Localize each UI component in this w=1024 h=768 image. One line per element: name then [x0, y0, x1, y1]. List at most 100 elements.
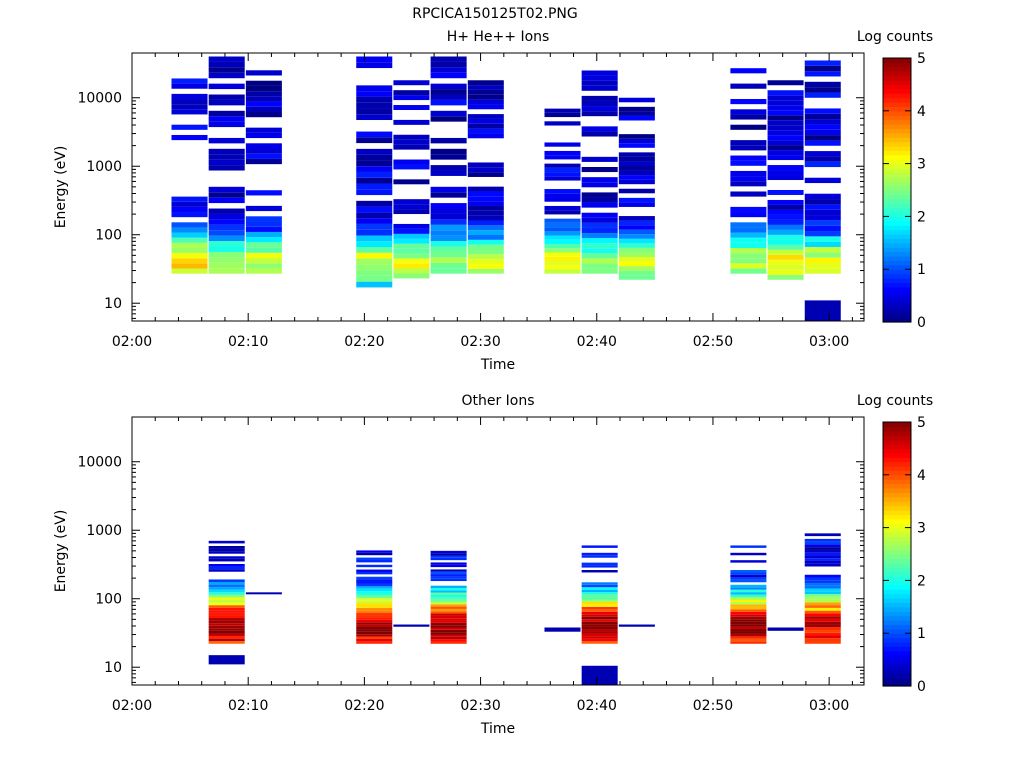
bottom-column-0-bin [208, 633, 245, 637]
top-column-9-bin [618, 115, 655, 121]
top-column-1-bin [208, 224, 245, 231]
bottom-column-5-bin [430, 641, 467, 644]
top-column-1-bin [208, 219, 245, 225]
bottom-column-12-bin [804, 591, 841, 595]
bottom-column-12-bin [804, 594, 841, 597]
top-column-4-bin [393, 119, 430, 125]
bottom-column-3-bin [356, 569, 393, 572]
bottom-column-7-bin [581, 601, 618, 605]
top-column-4-bin [393, 273, 430, 279]
bottom-colorbar-segment [883, 422, 911, 427]
top-column-3-bin [356, 108, 393, 115]
top-column-5-bin [430, 89, 467, 95]
bottom-column-3-bin [356, 552, 393, 556]
top-column-11-bin [767, 229, 804, 235]
bottom-colorbar-segment [883, 664, 911, 669]
bottom-column-10-bin [730, 597, 767, 600]
top-column-0-bin [171, 253, 208, 259]
top-colorbar-segment [883, 251, 911, 257]
bottom-column-3-bin [356, 591, 393, 594]
bottom-column-0-bin [208, 641, 245, 644]
bottom-colorbar-segment [883, 672, 911, 678]
top-column-9-bin [618, 247, 655, 253]
bottom-column-0-bin [208, 597, 245, 601]
top-colorbar-segment [883, 308, 911, 314]
bottom-column-0-bin [208, 605, 245, 608]
bottom-colorbar-segment [883, 466, 911, 471]
bottom-column-3-bin [356, 605, 393, 608]
bottom-colorbar-segment [883, 514, 911, 520]
top-column-10-bin [730, 124, 767, 130]
bottom-colorbar-segment [883, 496, 911, 502]
bottom-column-3-bin [356, 631, 393, 635]
top-column-4-bin [393, 90, 430, 96]
top-column-6-bin [467, 215, 504, 221]
top-column-11-bin [767, 150, 804, 156]
top-column-1-bin [208, 213, 245, 220]
top-colorbar-segment [883, 256, 911, 261]
top-column-11-bin [767, 155, 804, 161]
top-column-10-bin [730, 258, 767, 264]
bottom-column-3-bin [356, 586, 393, 589]
top-column-11-bin [767, 244, 804, 250]
bottom-column-7-bin [581, 624, 618, 627]
top-column-6-bin [467, 268, 504, 274]
top-column-7-bin [544, 189, 581, 194]
top-column-5-bin [430, 208, 467, 214]
top-column-3-bin [356, 252, 393, 259]
top-column-11-bin [767, 219, 804, 225]
top-column-1-bin [208, 268, 245, 274]
top-column-12-bin [804, 65, 841, 72]
top-column-9-bin [618, 152, 655, 157]
top-column-12-bin [804, 113, 841, 120]
bottom-column-5-bin [430, 601, 467, 605]
top-column-2-bin [245, 226, 282, 232]
bottom-colorbar-segment [883, 444, 911, 449]
top-column-3-bin [356, 171, 393, 178]
top-column-1-bin [208, 208, 245, 214]
top-column-9-bin [618, 202, 655, 207]
top-y-axis-label: Energy (eV) [53, 145, 69, 229]
top-colorbar-segment [883, 300, 911, 305]
bottom-column-12-bin [804, 613, 841, 617]
top-column-7-bin [544, 176, 581, 181]
top-column-2-bin [245, 148, 282, 154]
top-column-1-bin [208, 121, 245, 128]
bottom-colorbar-segment [883, 571, 911, 577]
bottom-column-5-bin [430, 620, 467, 623]
top-column-3-bin [356, 102, 393, 109]
top-column-3-bin [356, 223, 393, 230]
bottom-colorbar-segment [883, 505, 911, 511]
top-colorbar-segment [883, 146, 911, 151]
top-colorbar-segment [883, 159, 911, 165]
top-column-12-bin [804, 241, 841, 248]
bottom-column-3-bin [356, 627, 393, 630]
top-column-6-bin [467, 191, 504, 197]
top-colorbar-segment [883, 273, 911, 279]
top-column-10-bin [730, 160, 767, 166]
bottom-column-3-bin [356, 610, 393, 613]
bottom-column-10-bin [730, 545, 767, 548]
bottom-column-5-bin [430, 604, 467, 607]
bottom-column-3-bin [356, 564, 393, 568]
top-column-8-bin [581, 227, 618, 234]
bottom-column-3-bin [356, 559, 393, 563]
bottom-y-tick-label: 10 [104, 660, 122, 676]
top-column-2-bin [245, 242, 282, 248]
top-column-11-bin [767, 105, 804, 111]
top-colorbar-tick-label: 1 [917, 262, 926, 278]
top-column-1-bin [208, 154, 245, 160]
top-column-1-bin [208, 110, 245, 117]
bottom-column-2-band [245, 592, 282, 595]
bottom-column-3-bin [356, 595, 393, 599]
top-column-6-bin [467, 128, 504, 134]
top-column-2-bin [245, 80, 282, 86]
bottom-column-0-bin [208, 615, 245, 619]
top-column-1-bin [208, 262, 245, 269]
bottom-column-0-bin [208, 582, 245, 585]
bottom-column-10-bin [730, 641, 767, 644]
bottom-column-10-bin [730, 626, 767, 630]
bottom-column-3-bin [356, 588, 393, 592]
top-y-tick-label: 10000 [77, 91, 122, 107]
bottom-column-7-bin [581, 584, 618, 588]
